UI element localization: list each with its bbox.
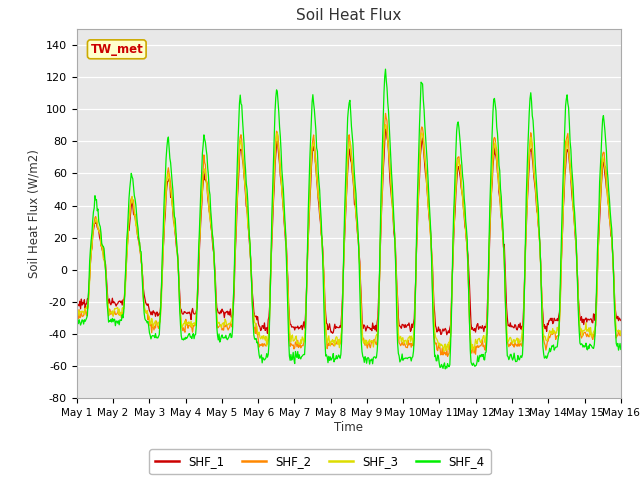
- Y-axis label: Soil Heat Flux (W/m2): Soil Heat Flux (W/m2): [28, 149, 40, 278]
- Line: SHF_2: SHF_2: [77, 113, 621, 356]
- SHF_1: [383, 126, 390, 132]
- SHF_3: [617, 332, 625, 338]
- SHF_3: [416, 164, 424, 169]
- Text: TW_met: TW_met: [90, 43, 143, 56]
- SHF_4: [381, 66, 389, 72]
- SHF_3: [440, 348, 447, 354]
- Legend: SHF_1, SHF_2, SHF_3, SHF_4: SHF_1, SHF_2, SHF_3, SHF_4: [149, 449, 491, 474]
- SHF_3: [139, 279, 147, 285]
- Title: Soil Heat Flux: Soil Heat Flux: [296, 9, 401, 24]
- SHF_2: [416, 156, 424, 162]
- SHF_1: [223, 309, 230, 314]
- SHF_1: [431, 323, 439, 328]
- SHF_4: [617, 347, 625, 352]
- SHF_1: [83, 301, 90, 307]
- SHF_4: [194, 277, 202, 283]
- SHF_4: [416, 121, 424, 127]
- SHF_2: [139, 276, 147, 281]
- SHF_3: [381, 122, 389, 128]
- SHF_1: [617, 318, 625, 324]
- SHF_2: [223, 322, 230, 328]
- SHF_4: [223, 336, 230, 341]
- SHF_4: [83, 315, 90, 321]
- SHF_1: [194, 289, 202, 295]
- SHF_2: [194, 281, 202, 287]
- SHF_3: [431, 334, 439, 339]
- SHF_2: [73, 312, 81, 317]
- SHF_2: [431, 341, 439, 347]
- SHF_4: [73, 318, 81, 324]
- Line: SHF_4: SHF_4: [77, 69, 621, 369]
- Line: SHF_3: SHF_3: [77, 125, 621, 351]
- SHF_4: [139, 285, 147, 290]
- SHF_2: [83, 313, 90, 319]
- SHF_2: [381, 110, 389, 116]
- SHF_1: [443, 332, 451, 337]
- X-axis label: Time: Time: [334, 421, 364, 434]
- SHF_3: [73, 304, 81, 310]
- SHF_1: [73, 297, 81, 302]
- SHF_3: [83, 303, 90, 309]
- SHF_1: [416, 174, 424, 180]
- SHF_1: [139, 274, 147, 279]
- SHF_2: [617, 332, 625, 338]
- SHF_3: [194, 280, 202, 286]
- SHF_3: [223, 321, 230, 327]
- SHF_4: [442, 366, 449, 372]
- SHF_2: [444, 353, 451, 359]
- Line: SHF_1: SHF_1: [77, 129, 621, 335]
- SHF_4: [431, 352, 439, 358]
